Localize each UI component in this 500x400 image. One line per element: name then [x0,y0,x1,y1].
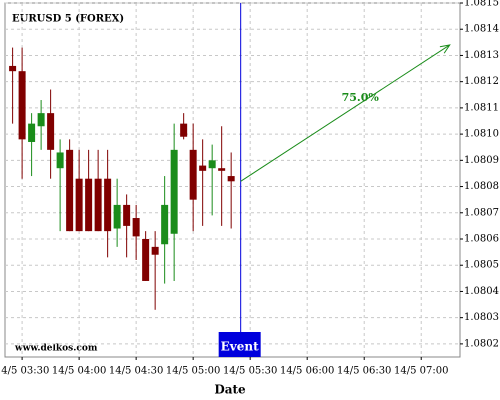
arrow-head [439,44,451,54]
x-tick-label: 14/5 04:30 [109,366,163,377]
candle-body [208,160,216,169]
candle-body [28,123,36,142]
y-tick-label: 1.0811 [464,102,499,113]
y-tick-label: 1.0815 [464,0,499,9]
candle-body [37,113,45,127]
x-tick-label: 14/5 05:00 [166,366,220,377]
candle-body [161,204,169,245]
y-tick-label: 1.0808 [464,181,499,192]
candle-body [104,178,112,232]
y-tick-label: 1.0813 [464,50,499,61]
y-tick-label: 1.0806 [464,234,499,245]
x-tick-label: 14/5 05:30 [223,366,277,377]
candle-body [9,65,17,72]
projection-arrow [240,44,451,182]
y-tick-label: 1.0809 [464,155,499,166]
x-tick-label: 14/5 06:00 [280,366,334,377]
candle-body [47,113,55,150]
event-label: Event [221,340,259,354]
candle-body [75,178,83,232]
candle-body [132,218,140,237]
x-axis-label: Date [214,383,246,397]
y-tick-label: 1.0805 [464,260,499,271]
candle-body [189,149,197,200]
y-tick-label: 1.0802 [464,338,499,349]
candle-body [180,123,188,137]
candle-body [142,239,150,281]
watermark: www.delkos.com [14,344,98,354]
y-tick-label: 1.0807 [464,207,499,218]
event-box [218,332,261,357]
x-tick-label: 14/5 04:00 [52,366,106,377]
x-tick-label: 14/5 06:30 [337,366,391,377]
candle-body [113,204,121,229]
candle-body [66,149,74,232]
x-tick-label: 14/5 03:30 [0,366,49,377]
candle-body [94,178,102,232]
y-tick-label: 1.0803 [464,312,499,323]
y-tick-label: 1.0814 [464,24,499,35]
y-tick-label: 1.0810 [464,129,499,140]
candle-body [123,204,131,226]
chart-title: EURUSD 5 (FOREX) [12,14,124,25]
candle-body [218,168,226,171]
candle-body [199,165,207,171]
candle-body [170,149,178,234]
candle-body [56,152,64,169]
candle-body [227,176,235,182]
y-tick-label: 1.0812 [464,76,499,87]
candle-body [151,246,159,255]
projection-label: 75.0% [342,91,380,104]
y-tick-label: 1.0804 [464,286,499,297]
candle-body [85,178,93,232]
candle-body [18,71,26,140]
x-tick-label: 14/5 07:00 [394,366,448,377]
